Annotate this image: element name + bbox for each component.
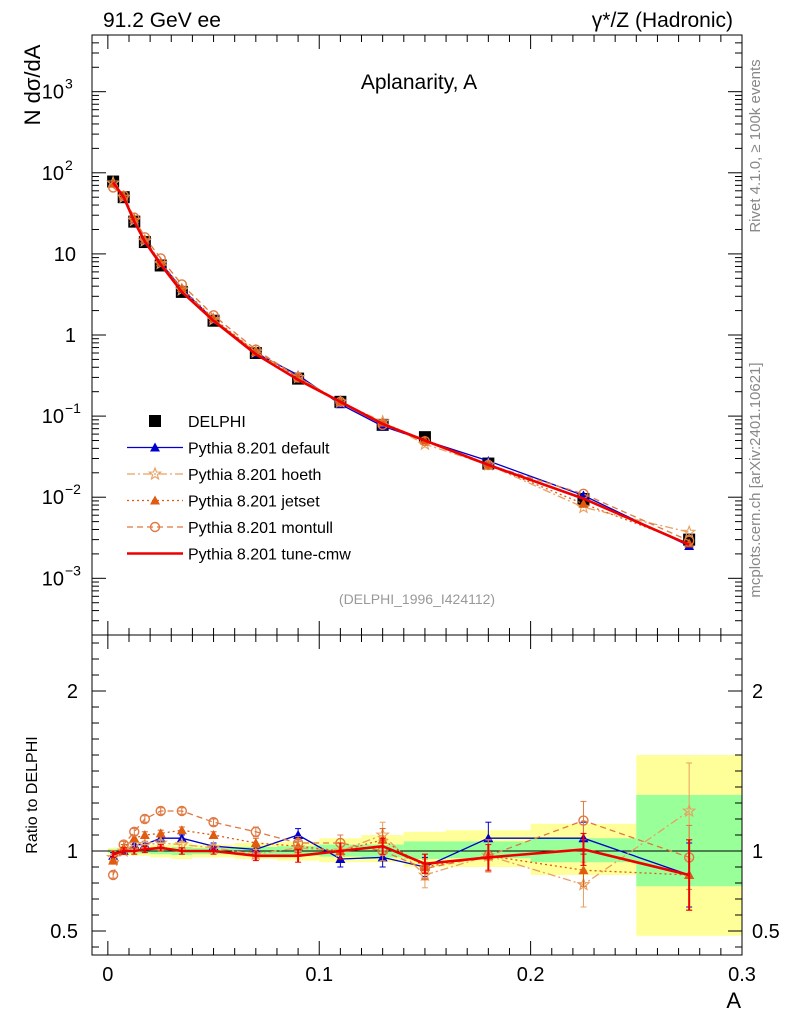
ratio-y-tick-label-right: 1	[752, 841, 763, 863]
y-tick-label: 1	[65, 325, 76, 347]
ratio-point	[174, 836, 189, 851]
legend-marker	[149, 521, 161, 533]
y-tick-label: 10	[42, 568, 64, 590]
ratio-point	[578, 815, 589, 826]
legend-marker	[147, 466, 163, 481]
ratio-y-tick-label: 2	[67, 681, 78, 703]
ratio-point	[155, 805, 166, 817]
y-axis-label: N dσ/dA	[20, 44, 45, 125]
series-point	[683, 535, 695, 547]
ratio-point	[208, 817, 219, 828]
ratio-point	[578, 865, 589, 875]
series-point	[681, 524, 697, 539]
series-pythia-8-201-tune-cmw	[112, 181, 690, 546]
legend-label: Pythia 8.201 montull	[188, 520, 333, 537]
ratio-point	[681, 803, 697, 818]
uncertainty-band-inner	[403, 841, 447, 859]
x-tick-label: 0.1	[305, 964, 333, 986]
ratio-point	[129, 826, 140, 837]
legend-label: Pythia 8.201 tune-cmw	[188, 547, 351, 564]
x-tick-label: 0	[102, 964, 113, 986]
x-tick-label: 0.2	[517, 964, 545, 986]
legend-entry: Pythia 8.201 montull	[127, 520, 333, 537]
ratio-y-tick-label-right: 2	[752, 681, 763, 703]
ratio-point	[250, 838, 261, 847]
ratio-series-pythia-8-201-tune-cmw	[110, 832, 693, 911]
legend-entry: DELPHI	[149, 414, 246, 431]
series-line	[112, 182, 690, 547]
ratio-point	[576, 876, 591, 891]
series-line	[112, 181, 690, 546]
series-pythia-8-201-jetset	[108, 178, 695, 548]
series-point	[578, 498, 589, 508]
legend-marker	[149, 415, 161, 427]
y-tick-exponent: −2	[65, 481, 81, 497]
header-right: γ*/Z (Hadronic)	[592, 9, 733, 32]
legend-label: DELPHI	[188, 414, 246, 431]
legend-label: Pythia 8.201 default	[188, 441, 330, 458]
ratio-point	[108, 855, 119, 865]
ratio-point	[250, 826, 262, 837]
rivet-label: Rivet 4.1.0, ≥ 100k events	[747, 59, 764, 232]
ratio-series-pythia-8-201-montull	[107, 800, 695, 890]
legend-label: Pythia 8.201 hoeth	[188, 467, 321, 484]
legend-entry: Pythia 8.201 tune-cmw	[127, 547, 351, 564]
series-point	[483, 459, 494, 471]
legend-label: Pythia 8.201 jetset	[188, 494, 320, 511]
series-point	[155, 257, 166, 267]
ratio-point	[139, 813, 151, 825]
series-pythia-8-201-montull	[107, 182, 695, 547]
legend-marker	[150, 495, 160, 505]
mcplots-label: mcplots.cern.ch [arXiv:2401.10621]	[747, 362, 764, 597]
ratio-point	[176, 805, 188, 817]
y-tick-exponent: −1	[65, 400, 81, 416]
y-tick-exponent: −3	[65, 562, 81, 578]
main-frame	[91, 34, 743, 636]
y-tick-exponent: 3	[65, 76, 73, 92]
ratio-point	[176, 825, 187, 835]
ratio-frame	[91, 634, 743, 956]
ratio-point	[139, 830, 150, 839]
x-axis-label: A	[726, 988, 741, 1013]
analysis-id: (DELPHI_1996_I424112)	[339, 591, 495, 607]
legend-entry: Pythia 8.201 hoeth	[127, 466, 321, 484]
legend-entry: Pythia 8.201 jetset	[127, 494, 320, 511]
legend-marker	[150, 442, 160, 452]
series-line	[112, 186, 690, 542]
ratio-y-tick-label: 0.5	[50, 921, 78, 943]
ratio-point	[129, 833, 140, 843]
y-tick-label: 10	[54, 244, 76, 266]
header-left: 91.2 GeV ee	[103, 9, 221, 32]
ratio-point	[292, 837, 304, 849]
y-tick-label: 10	[42, 163, 64, 185]
legend-entry: Pythia 8.201 default	[127, 441, 330, 458]
series-line	[112, 182, 690, 544]
x-tick-label: 0.3	[728, 964, 756, 986]
ratio-point	[107, 869, 119, 881]
ratio-point	[208, 830, 219, 839]
y-tick-label: 10	[42, 406, 64, 428]
plot-title: Aplanarity, A	[361, 71, 477, 94]
y-tick-label: 10	[42, 487, 64, 509]
ratio-panel: 0.5 0.5 1 1 2 2 0 0.1 0.2 0.3A Ratio to DELPHI	[24, 634, 780, 1013]
ratio-y-tick-label: 1	[67, 841, 78, 863]
series-point	[335, 396, 346, 408]
series-delphi	[107, 175, 696, 546]
y-tick-label: 10	[42, 82, 64, 104]
ratio-y-tick-label-right: 0.5	[752, 921, 780, 943]
ratio-point	[155, 828, 166, 838]
y-tick-exponent: 2	[65, 157, 73, 173]
ratio-y-axis-label: Ratio to DELPHI	[24, 736, 41, 853]
